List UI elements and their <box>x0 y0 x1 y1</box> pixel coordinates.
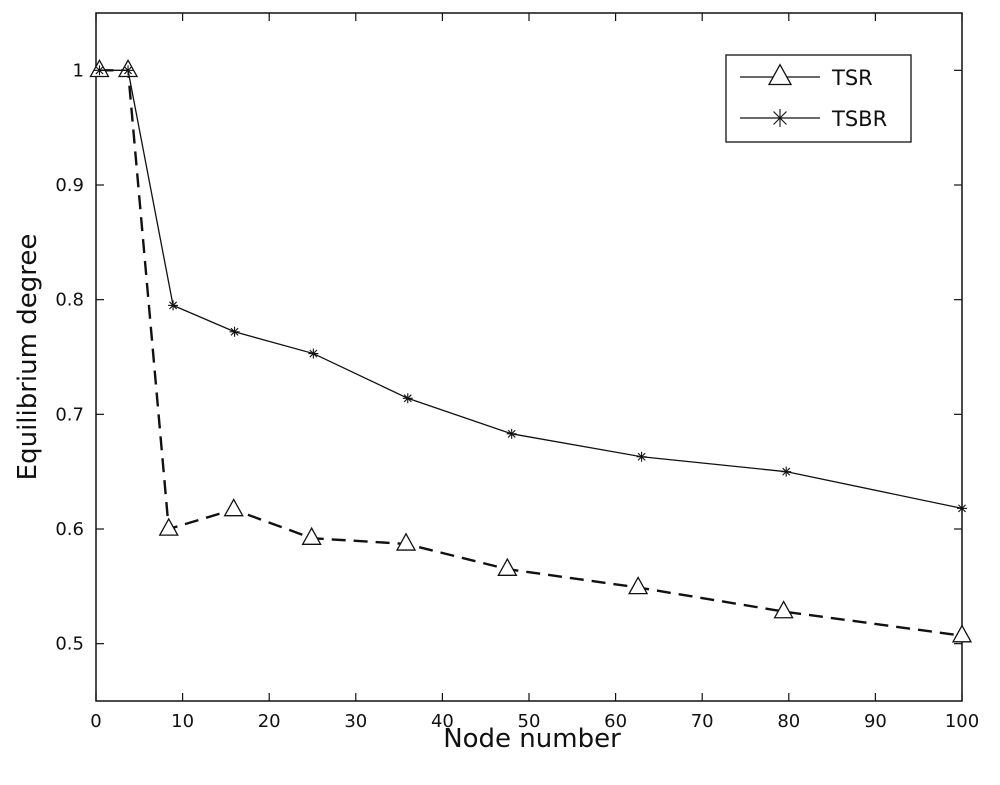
data-point <box>168 300 179 311</box>
data-point <box>773 600 794 619</box>
series-layer <box>89 58 973 643</box>
y-tick-label: 0.9 <box>55 175 84 196</box>
x-tick-label: 40 <box>431 711 454 732</box>
data-point <box>402 393 413 404</box>
series-line <box>99 69 963 509</box>
legend-marker <box>767 63 793 86</box>
data-point <box>395 532 417 551</box>
x-tick-label: 30 <box>344 711 367 732</box>
x-axis-title: Node number <box>443 724 621 754</box>
legend-label: TSBR <box>831 107 887 131</box>
data-point <box>957 503 967 514</box>
x-tick-label: 80 <box>777 711 800 732</box>
x-tick-label: 0 <box>90 711 101 732</box>
legend-marker <box>771 109 789 127</box>
data-point <box>223 498 244 517</box>
data-point <box>229 326 240 337</box>
legend: TSR TSBR <box>725 54 912 143</box>
y-tick-label: 0.5 <box>55 634 84 655</box>
data-point <box>951 624 973 643</box>
legend-item-tsr: TSR <box>740 63 873 90</box>
legend-label: TSR <box>831 66 873 90</box>
data-point <box>628 576 649 595</box>
x-axis-ticks: 0 10 20 30 40 50 60 70 80 90 100 <box>90 13 979 732</box>
data-point <box>636 451 647 462</box>
legend-item-tsbr: TSBR <box>740 107 887 131</box>
y-tick-label: 0.7 <box>55 404 84 425</box>
data-point <box>301 526 322 545</box>
legend-box <box>725 54 912 143</box>
x-tick-label: 20 <box>258 711 281 732</box>
y-axis-ticks: 0.5 0.6 0.7 0.8 0.9 1 <box>55 60 962 655</box>
data-point <box>158 517 179 536</box>
y-tick-label: 0.8 <box>55 290 84 311</box>
x-tick-label: 60 <box>604 711 627 732</box>
x-tick-label: 90 <box>864 711 887 732</box>
series-line <box>99 69 963 637</box>
data-point <box>781 466 792 477</box>
x-tick-label: 10 <box>171 711 194 732</box>
data-point <box>123 65 134 76</box>
data-point <box>308 348 319 359</box>
data-point <box>497 557 518 576</box>
x-tick-label: 50 <box>518 711 541 732</box>
x-tick-label: 70 <box>691 711 714 732</box>
x-tick-label: 100 <box>945 711 979 732</box>
y-tick-label: 0.6 <box>55 519 84 540</box>
y-tick-label: 1 <box>73 60 84 81</box>
series-tsbr <box>94 65 967 514</box>
y-axis-title: Equilibrium degree <box>13 234 43 481</box>
data-point <box>94 65 105 76</box>
data-point <box>506 428 517 439</box>
